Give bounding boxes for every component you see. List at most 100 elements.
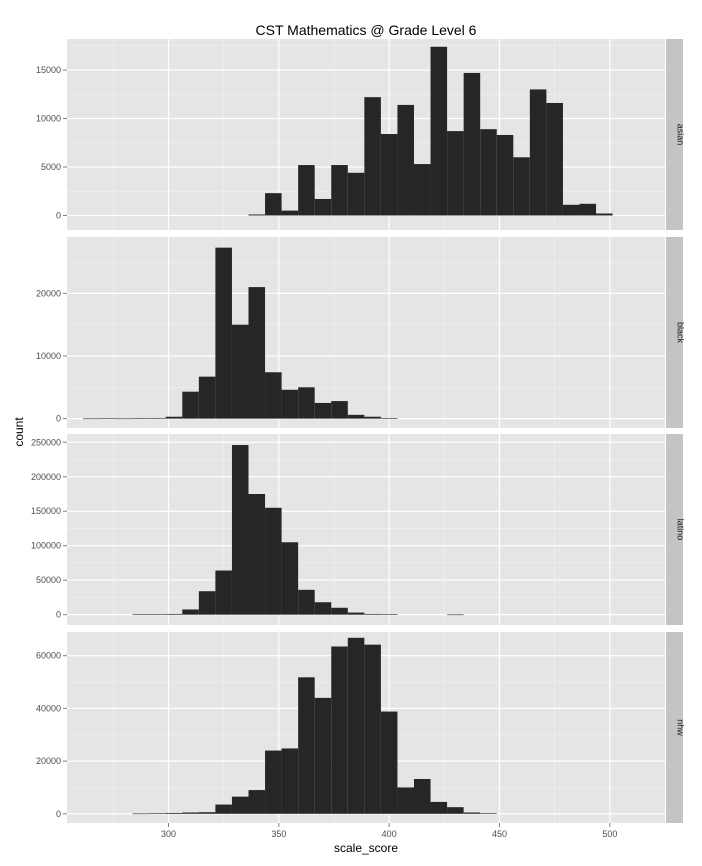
histogram-bar bbox=[447, 807, 464, 814]
histogram-bar bbox=[513, 157, 530, 216]
facet-panel-nhw: 0 20000 40000 60000 nhw bbox=[36, 632, 686, 823]
histogram-bar bbox=[165, 416, 183, 419]
facet-strip-label: latino bbox=[676, 519, 686, 541]
y-axis-title: count bbox=[12, 417, 26, 447]
y-tick-label: 0 bbox=[56, 210, 61, 220]
histogram-bar bbox=[430, 46, 448, 216]
histogram-bar bbox=[215, 570, 232, 615]
histogram-bar bbox=[265, 507, 282, 615]
histogram-bar bbox=[231, 796, 249, 814]
y-tick-label: 20000 bbox=[36, 756, 61, 766]
histogram-bar bbox=[397, 787, 414, 814]
histogram-bar bbox=[149, 417, 166, 419]
y-tick-label: 0 bbox=[56, 809, 61, 819]
histogram-bar bbox=[430, 801, 448, 814]
histogram-bar bbox=[397, 104, 414, 216]
y-tick-label: 100000 bbox=[31, 541, 61, 551]
histogram-bar bbox=[314, 402, 332, 419]
histogram-bar bbox=[298, 387, 315, 419]
histogram-bar bbox=[347, 612, 365, 615]
histogram-bar bbox=[546, 102, 563, 216]
facet-panel-asian: 0 5000 10000 15000 asian bbox=[36, 39, 686, 230]
facet-strip-label: asian bbox=[676, 124, 686, 146]
y-tick-label: 5000 bbox=[41, 162, 61, 172]
histogram-bar bbox=[265, 750, 282, 814]
histogram-bar bbox=[364, 97, 381, 216]
histogram-bar bbox=[347, 172, 365, 216]
histogram-bar bbox=[281, 542, 299, 615]
histogram-bar bbox=[99, 418, 117, 419]
facet-strip bbox=[666, 237, 683, 428]
facet-strip-label: nhw bbox=[676, 719, 686, 736]
histogram-bar bbox=[314, 198, 332, 216]
histogram-bar bbox=[413, 164, 431, 216]
histogram-bar bbox=[380, 134, 398, 216]
facet-panel-black: 0 10000 20000 black bbox=[36, 237, 686, 428]
facet-panel-latino: 0 50000 100000 150000 200000 250000 latino bbox=[31, 434, 686, 625]
histogram-bar bbox=[198, 812, 216, 814]
histogram-bar bbox=[248, 214, 266, 216]
histogram-bar bbox=[496, 134, 514, 216]
histogram-bar bbox=[364, 416, 381, 419]
y-tick-label: 10000 bbox=[36, 114, 61, 124]
facet-strip bbox=[666, 39, 683, 230]
y-tick-label: 15000 bbox=[36, 65, 61, 75]
histogram-bar bbox=[215, 247, 232, 419]
histogram-bar bbox=[447, 131, 464, 216]
facet-strip bbox=[666, 434, 683, 625]
histogram-bar bbox=[596, 213, 613, 216]
histogram-bar bbox=[480, 813, 497, 814]
histogram-bar bbox=[298, 677, 315, 814]
histogram-bar bbox=[248, 790, 266, 814]
histogram-bar bbox=[265, 193, 282, 216]
histogram-bar bbox=[149, 813, 166, 814]
x-tick-label: 300 bbox=[161, 829, 176, 839]
histogram-bar bbox=[248, 287, 266, 419]
y-tick-label: 250000 bbox=[31, 437, 61, 447]
histogram-bar bbox=[248, 493, 266, 615]
histogram-bar bbox=[314, 697, 332, 814]
histogram-bar bbox=[82, 418, 100, 420]
histogram-bar bbox=[331, 607, 348, 615]
histogram-bar bbox=[364, 644, 381, 814]
histogram-bar bbox=[447, 614, 464, 616]
histogram-bar bbox=[562, 204, 580, 216]
histogram-bar bbox=[182, 609, 199, 615]
histogram-bar bbox=[331, 401, 348, 419]
histogram-bar bbox=[364, 613, 381, 615]
histogram-bar bbox=[165, 812, 183, 814]
histogram-bar bbox=[215, 804, 232, 814]
chart-title: CST Mathematics @ Grade Level 6 bbox=[256, 22, 477, 38]
x-axis-title: scale_score bbox=[334, 841, 398, 855]
histogram-bar bbox=[116, 418, 133, 420]
x-tick-label: 450 bbox=[492, 829, 507, 839]
panel-background bbox=[67, 237, 665, 428]
histogram-bar bbox=[182, 391, 199, 419]
histogram-bar bbox=[231, 445, 249, 615]
y-tick-label: 10000 bbox=[36, 351, 61, 361]
histogram-bar bbox=[380, 417, 398, 419]
y-tick-label: 50000 bbox=[36, 575, 61, 585]
facet-panels: 0 5000 10000 15000 asian 0 10000 20000 black 0 500… bbox=[31, 39, 686, 823]
histogram-bar bbox=[331, 165, 348, 216]
facet-strip bbox=[666, 632, 683, 823]
y-tick-label: 40000 bbox=[36, 703, 61, 713]
histogram-bar bbox=[132, 614, 150, 615]
histogram-bar bbox=[380, 614, 398, 615]
x-tick-label: 350 bbox=[271, 829, 286, 839]
histogram-bar bbox=[132, 417, 150, 419]
histogram-bar bbox=[314, 602, 332, 615]
histogram-bar bbox=[579, 203, 597, 216]
x-tick-label: 400 bbox=[382, 829, 397, 839]
histogram-bar bbox=[132, 813, 150, 815]
y-tick-label: 0 bbox=[56, 414, 61, 424]
histogram-bar bbox=[198, 591, 216, 615]
histogram-bar bbox=[380, 711, 398, 814]
y-tick-label: 60000 bbox=[36, 651, 61, 661]
histogram-bar bbox=[281, 389, 299, 419]
facet-strip-label: black bbox=[676, 322, 686, 344]
histogram-bar bbox=[298, 165, 315, 216]
histogram-bar bbox=[231, 324, 249, 419]
histogram-bar bbox=[463, 72, 481, 216]
